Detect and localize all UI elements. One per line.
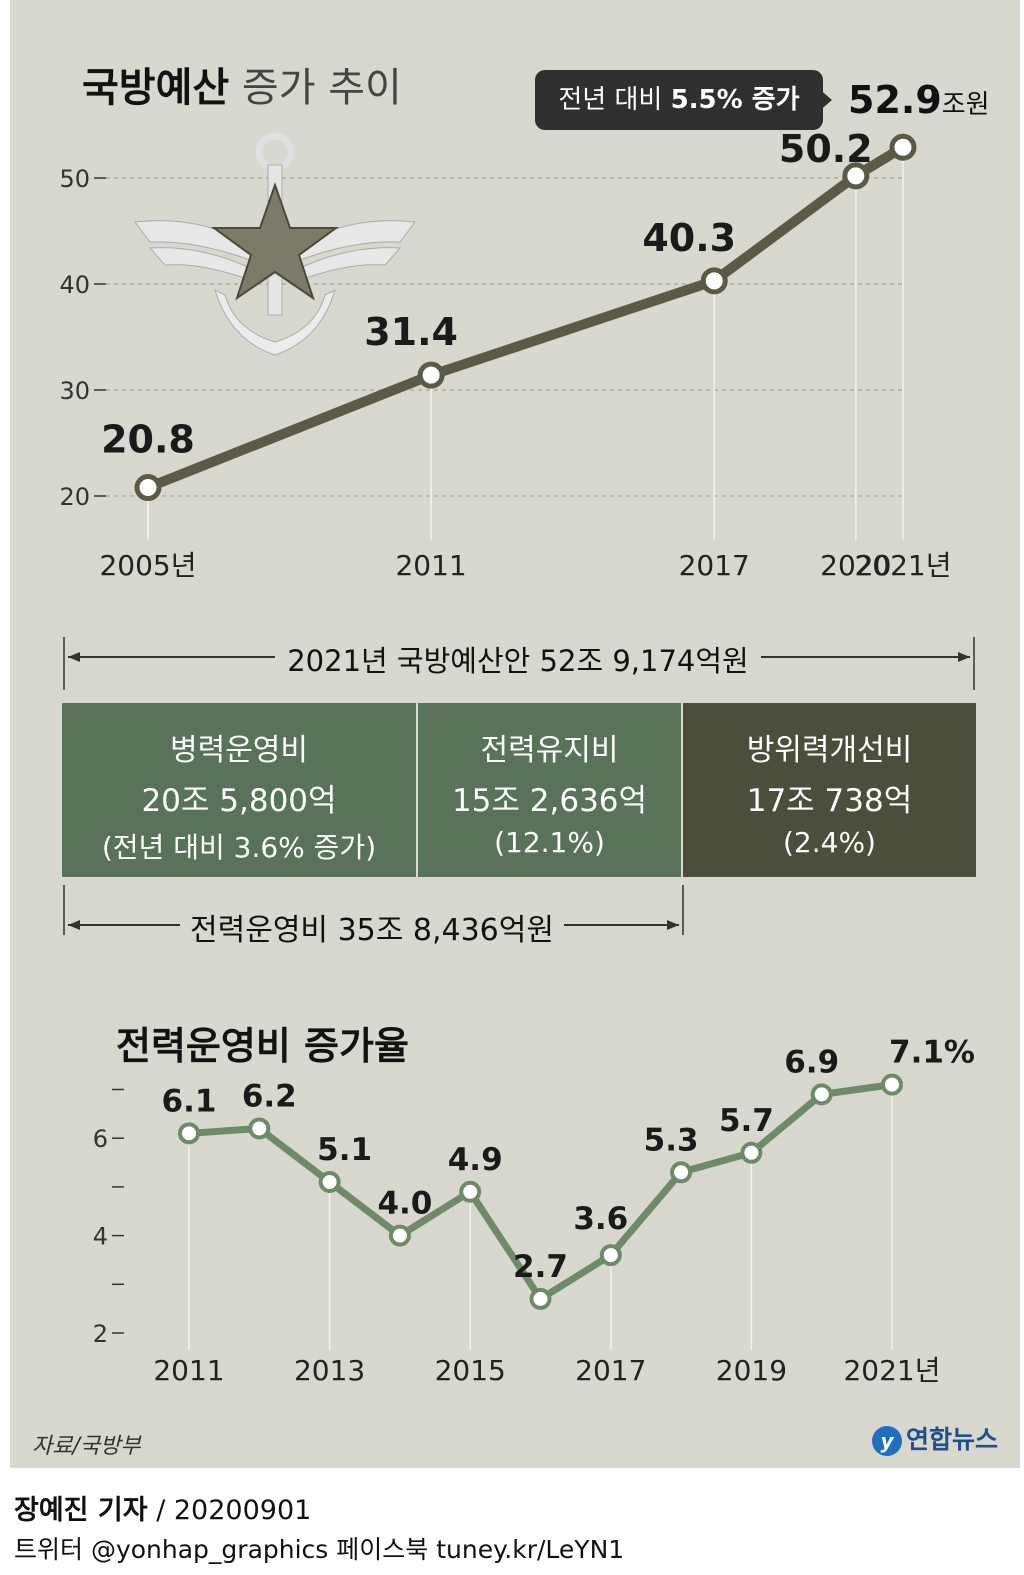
chart1-title: 국방예산 증가 추이	[82, 65, 402, 111]
x-tick-label: 2011	[395, 549, 466, 582]
total-budget-row: 2021년 국방예산안 52조 9,174억원	[62, 630, 974, 686]
data-point	[134, 474, 162, 502]
data-label: 40.3	[642, 216, 736, 260]
data-point	[842, 162, 870, 190]
segment-note: (2.4%)	[783, 826, 876, 859]
budget-segment-maintenance: 전력유지비 15조 2,636억 (12.1%)	[418, 703, 681, 877]
segment-name: 방위력개선비	[746, 733, 913, 768]
data-label: 31.4	[364, 310, 458, 354]
segment-amount: 17조 738억	[746, 783, 913, 819]
data-point	[700, 267, 728, 295]
chart2-title: 전력운영비 증가율	[116, 1024, 409, 1068]
x-tick-label: 2017	[679, 549, 750, 582]
data-point	[417, 361, 445, 389]
data-label: 50.2	[779, 127, 873, 171]
y-tick-label: 50	[59, 165, 90, 193]
yoy-callout: 전년 대비 5.5% 증가	[535, 70, 823, 130]
segment-note: (전년 대비 3.6% 증가)	[101, 831, 377, 864]
final-value-label: 52.9조원	[848, 78, 990, 122]
defense-ministry-emblem	[134, 132, 416, 356]
x-tick-label: 2021년	[854, 549, 951, 582]
y-tick-label: 30	[59, 377, 90, 405]
budget-segment-improvement: 방위력개선비 17조 738억 (2.4%)	[683, 703, 976, 877]
subtotal-label: 전력운영비 35조 8,436억원	[180, 913, 564, 948]
x-tick-label: 2020	[820, 549, 891, 582]
author-credit: 장예진 기자 / 20200901	[14, 1495, 312, 1526]
total-budget-label: 2021년 국방예산안 52조 9,174억원	[275, 644, 761, 678]
social-links: 트위터 @yonhap_graphics 페이스북 tuney.kr/LeYN1	[14, 1535, 625, 1564]
y-tick-label: 40	[59, 271, 90, 299]
segment-amount: 20조 5,800억	[141, 783, 337, 819]
subtotal-row: 전력운영비 35조 8,436억원	[62, 905, 682, 949]
source-label: 자료/국방부	[32, 1434, 141, 1459]
yonhap-logo-icon: y	[872, 1426, 902, 1456]
data-point	[889, 133, 917, 161]
callout-arrow-icon	[818, 88, 832, 112]
segment-name: 전력유지비	[480, 733, 619, 768]
yonhap-logo: y 연합뉴스	[872, 1420, 998, 1456]
segment-amount: 15조 2,636억	[451, 783, 648, 819]
segment-name: 병력운영비	[170, 733, 308, 768]
x-tick-label: 2005년	[99, 549, 196, 582]
segment-note: (12.1%)	[494, 826, 605, 859]
data-label: 20.8	[101, 418, 195, 462]
y-tick-label: 20	[59, 483, 90, 511]
budget-segment-personnel: 병력운영비 20조 5,800억 (전년 대비 3.6% 증가)	[62, 703, 416, 877]
